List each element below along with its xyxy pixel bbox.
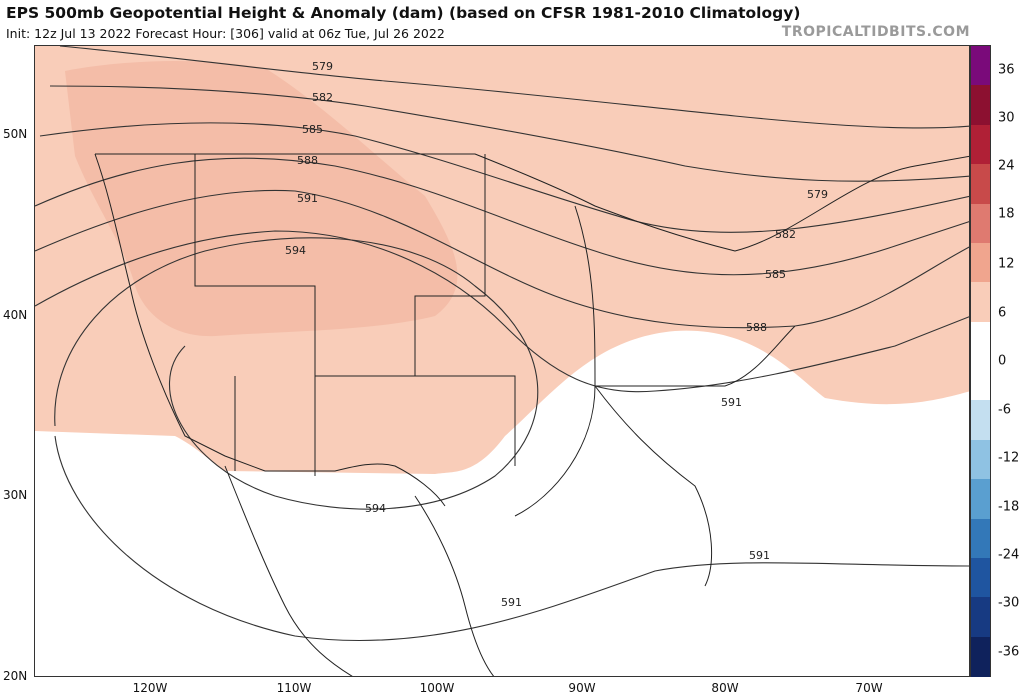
colorbar-segment	[971, 597, 990, 638]
colorbar-segment	[971, 479, 990, 519]
lat-label-30n: 30N	[3, 488, 28, 502]
contour-label: 582	[312, 91, 333, 104]
legend-label-30: 30	[998, 110, 1015, 126]
colorbar-segment	[971, 85, 990, 126]
colorbar-segment	[971, 242, 990, 283]
contour-label: 588	[297, 154, 318, 167]
contour-label: 585	[302, 123, 323, 136]
legend-label-12: 12	[998, 256, 1015, 272]
contour-label: 591	[721, 396, 742, 409]
contour-label: 582	[775, 228, 796, 241]
colorbar-segment	[971, 361, 990, 401]
legend-label-minus-18: -18	[998, 499, 1020, 515]
colorbar-segment	[971, 636, 990, 677]
height-contours	[35, 46, 969, 642]
legend-label-minus-12: -12	[998, 450, 1020, 466]
colorbar-segment	[971, 400, 990, 441]
legend-label-6: 6	[998, 305, 1007, 321]
legend-label-minus-30: -30	[998, 595, 1020, 611]
legend-label-36: 36	[998, 62, 1015, 78]
lat-label-20n: 20N	[3, 669, 28, 683]
colorbar-segment	[971, 203, 990, 244]
lat-label-40n: 40N	[3, 308, 28, 322]
colorbar-segment	[971, 321, 990, 362]
colorbar-segment	[971, 124, 990, 165]
colorbar-segment	[971, 164, 990, 204]
colorbar-segment	[971, 518, 990, 559]
colorbar-segment	[971, 439, 990, 480]
legend-label-24: 24	[998, 158, 1015, 174]
lon-label-100w: 100W	[419, 681, 455, 695]
lat-label-50n: 50N	[3, 127, 28, 141]
colorbar-segment	[971, 46, 990, 86]
contour-label: 579	[312, 60, 333, 73]
lon-label-110w: 110W	[276, 681, 312, 695]
legend-label-18: 18	[998, 206, 1015, 222]
lon-label-120w: 120W	[132, 681, 168, 695]
contour-label: 588	[746, 321, 767, 334]
legend-label-minus-24: -24	[998, 547, 1020, 563]
anomaly-shading-inner	[65, 60, 458, 337]
contour-label-group: 579 582 585 588 591 594 579 582 585 588 …	[285, 60, 828, 609]
anomaly-colorbar	[970, 45, 991, 677]
contour-label: 594	[365, 502, 386, 515]
contour-label: 585	[765, 268, 786, 281]
contour-label: 591	[501, 596, 522, 609]
contour-label: 594	[285, 244, 306, 257]
watermark: TROPICALTIDBITS.COM	[781, 24, 970, 40]
contour-label: 579	[807, 188, 828, 201]
colorbar-segment	[971, 282, 990, 323]
map-panel: 579 582 585 588 591 594 579 582 585 588 …	[34, 45, 970, 677]
legend-label-0: 0	[998, 353, 1007, 369]
lon-label-70w: 70W	[855, 681, 883, 695]
colorbar-segment	[971, 557, 990, 598]
legend-label-minus-6: -6	[998, 402, 1011, 418]
contour-label: 591	[749, 549, 770, 562]
contour-label: 591	[297, 192, 318, 205]
map-subtitle: Init: 12z Jul 13 2022 Forecast Hour: [30…	[6, 26, 445, 41]
map-canvas: 579 582 585 588 591 594 579 582 585 588 …	[35, 46, 969, 676]
legend-label-minus-36: -36	[998, 644, 1020, 660]
political-borders	[94, 153, 969, 676]
lon-label-90w: 90W	[568, 681, 596, 695]
lon-label-80w: 80W	[711, 681, 739, 695]
map-title: EPS 500mb Geopotential Height & Anomaly …	[6, 4, 801, 22]
